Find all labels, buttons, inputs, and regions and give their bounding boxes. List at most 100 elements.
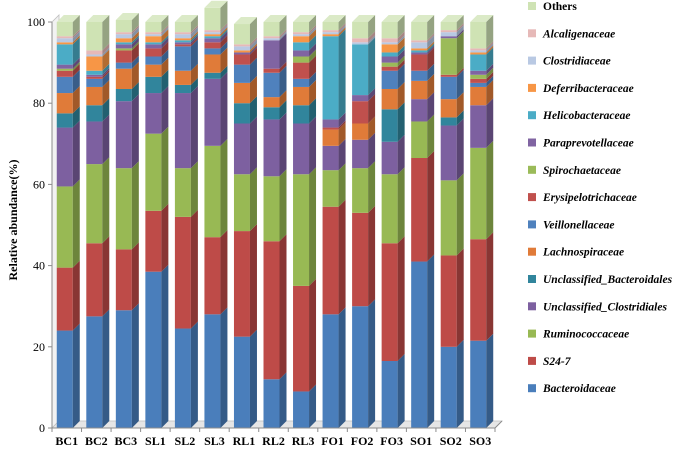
bar-segment-side <box>249 329 257 428</box>
bar-segment <box>411 261 428 428</box>
bar-segment <box>56 186 73 268</box>
y-tick-label: 40 <box>33 259 45 273</box>
bar-segment-side <box>161 29 169 43</box>
bar-segment <box>322 314 339 428</box>
bar-segment-side <box>486 41 494 51</box>
bar-segment-side <box>309 43 317 57</box>
bar-segment-side <box>397 49 405 63</box>
bar-segment <box>293 22 310 33</box>
bar-segment-side <box>427 45 435 55</box>
x-tick-label: SL3 <box>204 434 225 448</box>
bar-segment-side <box>397 102 405 142</box>
bar-top-face <box>174 15 198 22</box>
bar-segment <box>233 336 250 428</box>
bar-segment <box>470 22 487 49</box>
bar-segment <box>352 139 369 169</box>
bar-RL2 <box>263 15 287 428</box>
bar-segment-side <box>72 179 80 268</box>
bar-segment-side <box>190 77 198 94</box>
bar-segment <box>293 32 310 35</box>
bar-segment-side <box>456 31 464 75</box>
bar-segment-side <box>486 45 494 55</box>
bar-segment-side <box>279 31 287 41</box>
bar-segment-side <box>368 205 376 307</box>
bar-segment <box>233 231 250 337</box>
bar-segment <box>56 36 73 39</box>
bar-segment <box>204 78 221 146</box>
x-tick-label: SO3 <box>469 434 491 448</box>
bar-segment-side <box>486 43 494 53</box>
bars <box>56 0 494 428</box>
bar-segment <box>263 379 280 428</box>
legend-swatch <box>528 193 536 202</box>
bar-segment-side <box>456 23 464 33</box>
bar-segment <box>470 82 487 87</box>
bar-segment <box>86 78 103 87</box>
bar-segment-side <box>427 43 435 53</box>
bar-segment <box>233 174 250 232</box>
bar-segment <box>322 145 339 171</box>
bar-segment <box>174 46 191 71</box>
bar-segment <box>145 76 162 94</box>
bar-top-face <box>204 0 228 8</box>
bar-top-face <box>411 15 435 22</box>
bar-top-face <box>381 15 405 22</box>
bar-segment <box>86 121 103 165</box>
bar-segment <box>293 105 310 124</box>
bar-segment-side <box>309 27 317 37</box>
bar-segment-side <box>279 33 287 69</box>
bar-segment-side <box>279 65 287 98</box>
bar-segment <box>263 176 280 242</box>
bar-segment-side <box>397 59 405 71</box>
bar-segment <box>204 30 221 33</box>
bar-SO3 <box>470 15 494 428</box>
bar-segment-side <box>161 35 169 45</box>
bar-segment-side <box>220 230 228 315</box>
bar-segment-side <box>190 25 198 35</box>
bar-segment <box>440 76 457 100</box>
bar-segment <box>174 34 191 39</box>
x-axis-edge <box>494 420 503 429</box>
bar-segment-side <box>72 63 80 77</box>
bar-top-face <box>145 15 169 22</box>
bar-segment-side <box>190 161 198 217</box>
bar-segment <box>56 42 73 45</box>
bar-segment-side <box>161 69 169 94</box>
bar-segment <box>440 32 457 37</box>
legend-swatch <box>528 247 536 256</box>
y-tick-label: 0 <box>39 421 45 435</box>
bar-segment-side <box>397 37 405 53</box>
bar-segment <box>145 22 162 33</box>
bar-segment-side <box>368 37 376 96</box>
bar-segment <box>411 50 428 53</box>
bar-segment <box>440 30 457 33</box>
bar-segment <box>293 285 310 392</box>
bar-segment <box>470 147 487 240</box>
bar-segment <box>233 46 250 51</box>
bar-segment-side <box>131 161 139 250</box>
bar-segment <box>263 119 280 177</box>
bar-segment-side <box>338 15 346 31</box>
bar-segment <box>233 123 250 175</box>
bar-segment-side <box>161 41 169 57</box>
bar-segment <box>411 40 428 43</box>
bar-segment-side <box>72 260 80 331</box>
bar-segment-side <box>249 116 257 175</box>
bar-segment-side <box>309 98 317 124</box>
bar-segment <box>115 42 132 45</box>
bar-segment-side <box>309 384 317 428</box>
bar-segment <box>411 70 428 81</box>
bar-segment-side <box>486 67 494 79</box>
bar-segment-side <box>279 90 287 108</box>
bar-segment <box>293 86 310 106</box>
bar-segment-side <box>220 65 228 79</box>
bar-segment <box>263 36 280 39</box>
bar-segment <box>233 103 250 124</box>
bar-segment <box>56 127 73 187</box>
bar-segment-side <box>249 96 257 124</box>
bar-segment <box>381 44 398 53</box>
bar-segment-side <box>102 67 110 77</box>
bar-segment-side <box>397 81 405 110</box>
bar-segment-side <box>102 157 110 244</box>
legend-swatch <box>528 138 536 147</box>
